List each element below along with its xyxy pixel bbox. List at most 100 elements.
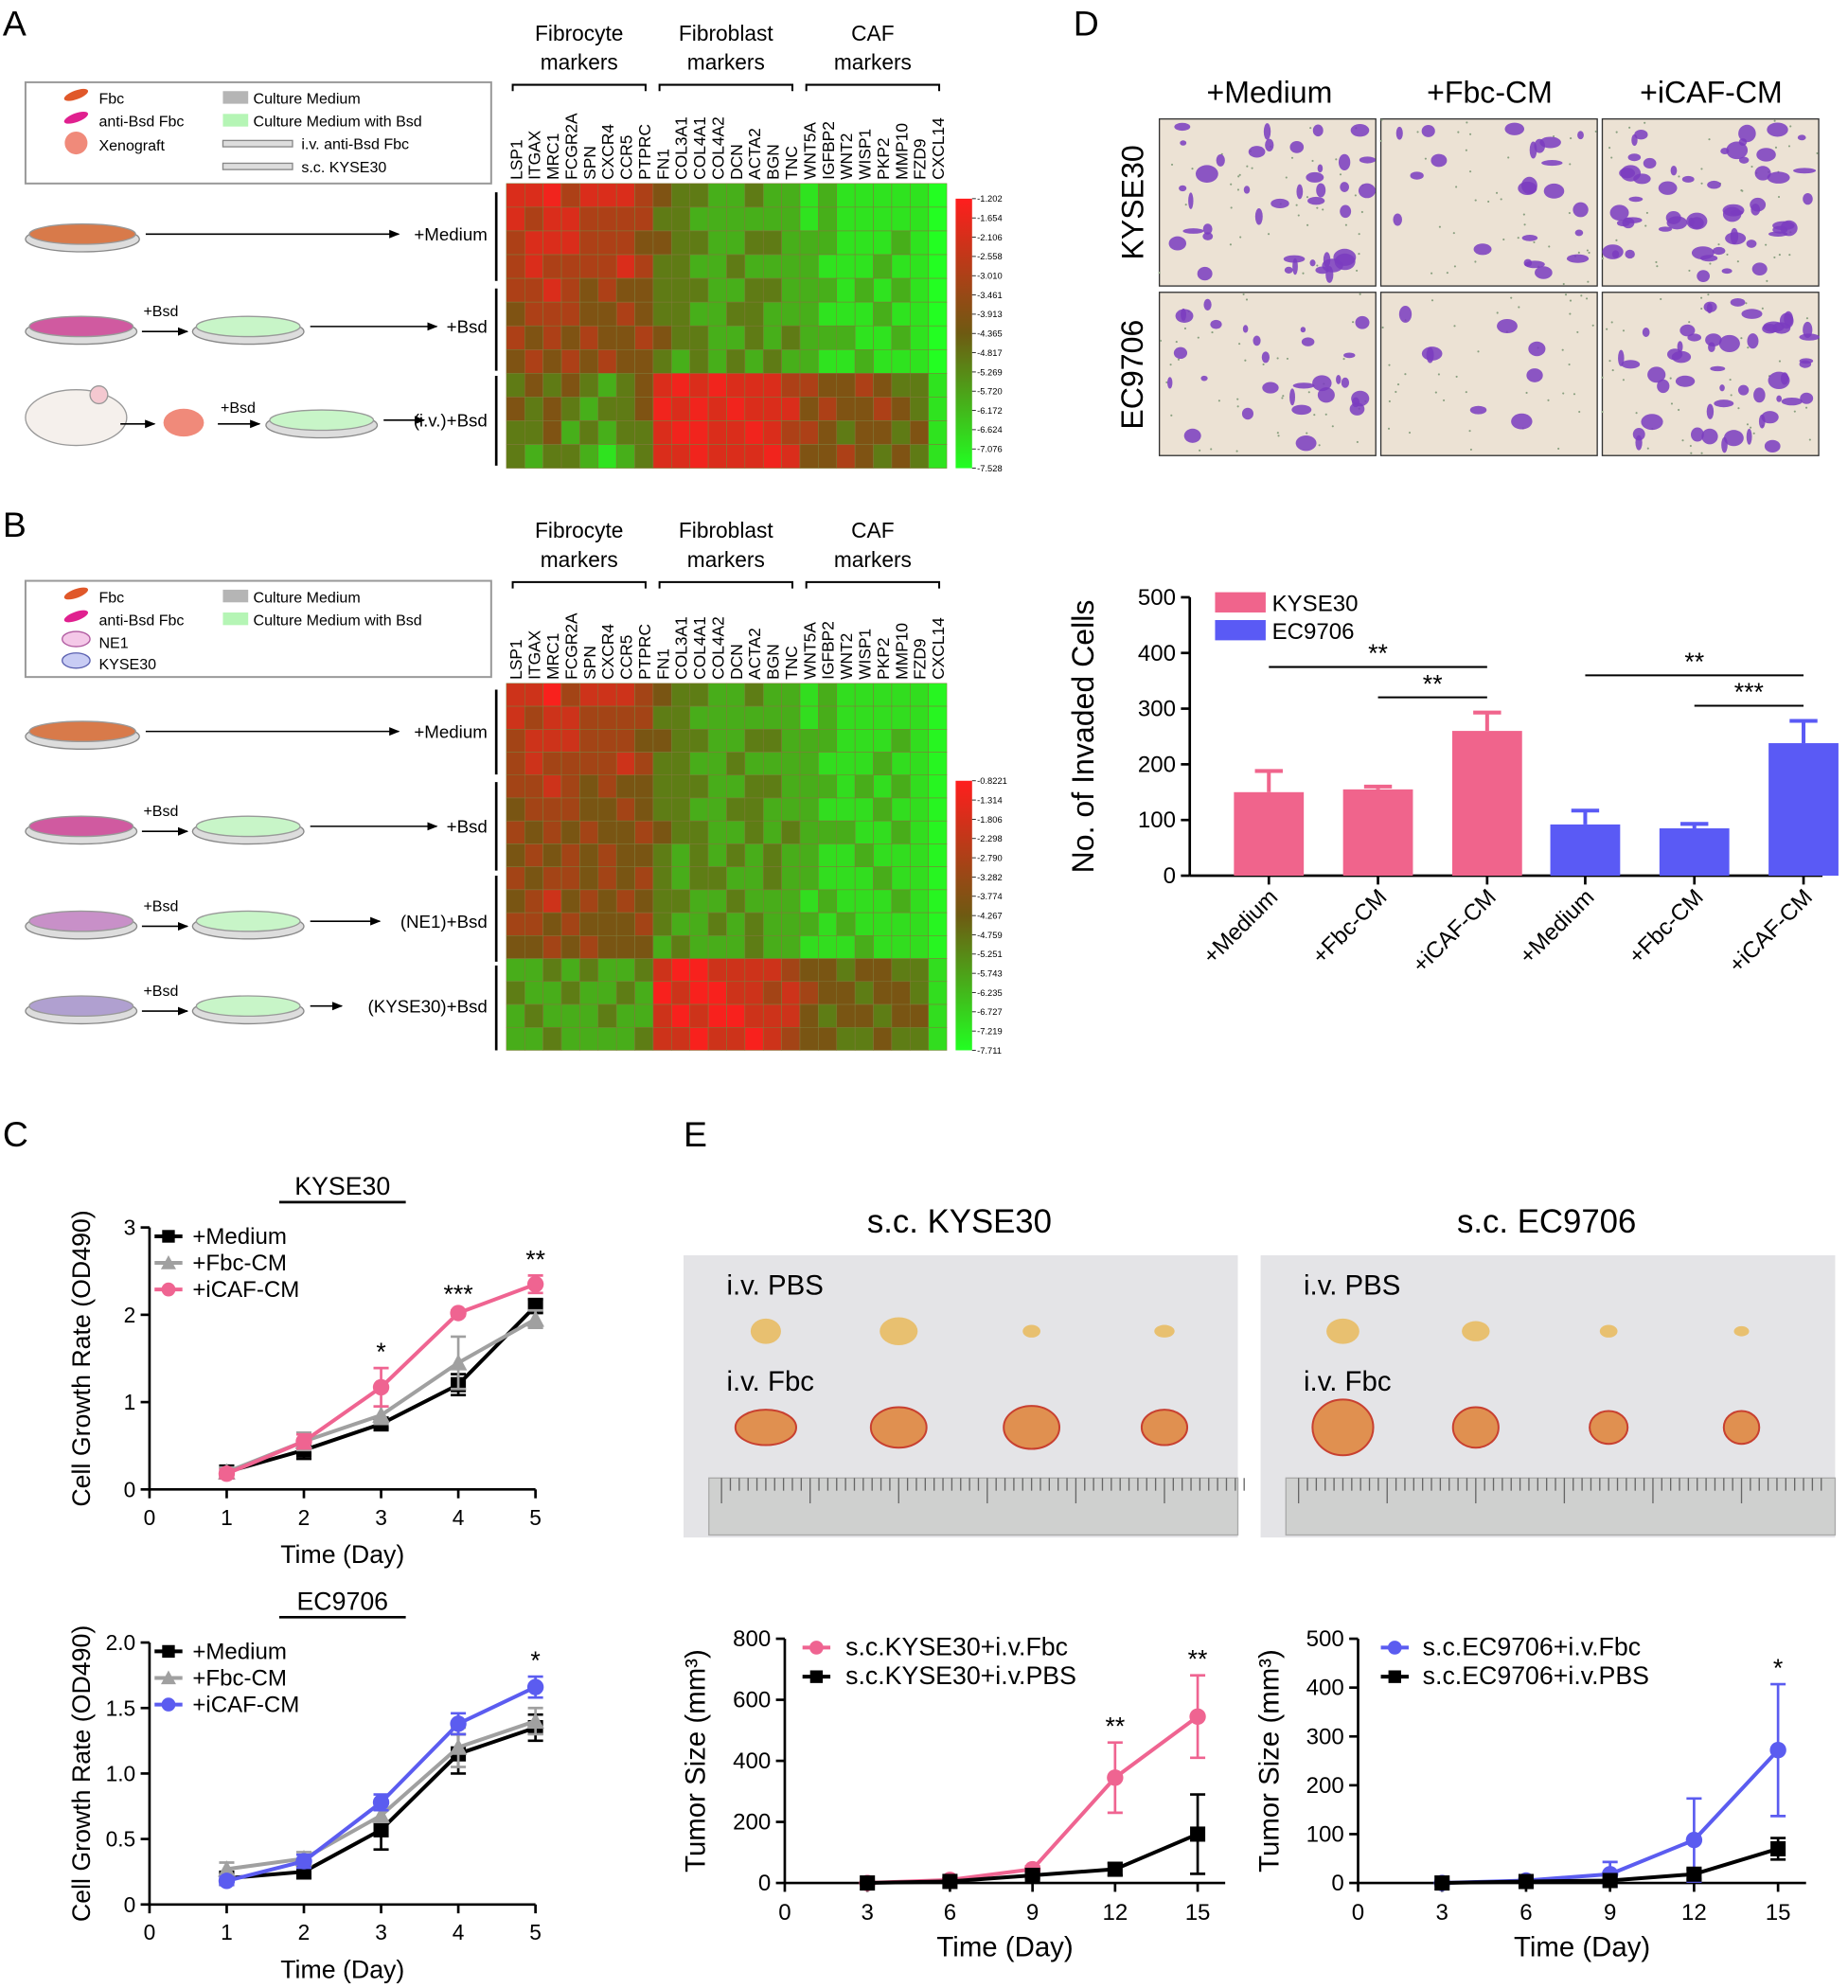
heatmap-cell [579, 866, 599, 891]
heatmap-cell [560, 935, 580, 959]
colorbar-label: -2.106 [977, 233, 1003, 242]
column-label: CCR5 [617, 135, 636, 180]
heatmap-cell [689, 1026, 709, 1051]
heatmap-cell [579, 183, 599, 208]
heatmap-cell [671, 981, 690, 1005]
heatmap-cell [836, 683, 856, 707]
heatmap-cell [799, 420, 819, 445]
cell [1183, 428, 1201, 443]
debris [1752, 432, 1755, 435]
dish-medium [28, 315, 134, 338]
column-label: WNT2 [837, 133, 856, 180]
heatmap-cell [652, 774, 672, 799]
heatmap-cell [597, 230, 617, 256]
x-tick-label: 9 [1604, 1900, 1616, 1926]
x-tick-label: 6 [1519, 1900, 1532, 1926]
heatmap-cell [597, 843, 617, 867]
heatmap-cell [799, 1026, 819, 1051]
cell [1641, 414, 1663, 431]
micrograph [1158, 292, 1377, 456]
legend-text: s.c. KYSE30 [301, 159, 386, 176]
heatmap-cell [781, 683, 801, 707]
heatmap-cell [689, 277, 709, 303]
colorbar-label: -4.759 [977, 931, 1003, 940]
heatmap-cell [542, 935, 562, 959]
colorbar-label: -4.365 [977, 329, 1003, 339]
x-tick-label: 0 [778, 1900, 791, 1926]
heatmap-cell [744, 889, 764, 914]
legend-marker [809, 1670, 824, 1683]
debris [1474, 199, 1477, 202]
debris [1580, 294, 1583, 297]
significance: * [376, 1338, 385, 1366]
column-label: FZD9 [911, 638, 930, 679]
debris [1737, 407, 1740, 410]
debris [1170, 414, 1173, 417]
column-label: FN1 [653, 149, 672, 180]
debris [1235, 450, 1238, 453]
legend-text: anti-Bsd Fbc [98, 612, 184, 629]
cell [1658, 181, 1678, 195]
heatmap-cell [524, 397, 543, 421]
cell [1254, 207, 1263, 225]
heatmap-cell [689, 981, 709, 1005]
tumor [1722, 1410, 1761, 1446]
heatmap-cell [910, 889, 929, 914]
cell [1242, 325, 1249, 333]
heatmap-cell [707, 1026, 727, 1051]
heatmap-cell [634, 1003, 654, 1028]
debris [1601, 376, 1604, 379]
heatmap-cell [726, 797, 746, 822]
heatmap-cell [910, 683, 929, 707]
heatmap-cell [910, 420, 929, 445]
heatmap-cell [836, 325, 856, 350]
cell [1529, 141, 1537, 159]
column-label: LSP1 [506, 139, 525, 179]
debris [1468, 170, 1472, 173]
heatmap-cell [726, 889, 746, 914]
heatmap-cell [524, 373, 543, 398]
heatmap-cell [689, 325, 709, 350]
heatmap-cell [873, 705, 893, 730]
debris [1388, 364, 1391, 366]
y-tick-label: 0 [758, 1871, 771, 1896]
debris [1576, 330, 1579, 333]
heatmap-cell [854, 444, 874, 469]
debris [1729, 379, 1732, 382]
y-axis-label: No. of Invaded Cells [1066, 600, 1100, 874]
debris [1236, 188, 1240, 191]
heatmap-cell [910, 183, 929, 208]
heatmap-cell [891, 958, 911, 983]
heatmap-cell [542, 277, 562, 303]
debris [1404, 373, 1407, 376]
heatmap-cell [854, 912, 874, 936]
debris [1380, 118, 1383, 121]
heatmap-cell [506, 230, 525, 256]
significance: *** [1734, 678, 1764, 706]
debris [1547, 399, 1550, 401]
heatmap-cell [910, 373, 929, 398]
icon [222, 162, 293, 170]
group-label: markers [541, 50, 618, 75]
heatmap-cell [524, 820, 543, 844]
heatmap-cell [634, 683, 654, 707]
icon [222, 114, 249, 127]
heatmap-cell [762, 981, 782, 1005]
chart-title: KYSE30 [294, 1172, 390, 1200]
column-label: CXCL14 [929, 117, 948, 180]
debris [1816, 151, 1819, 154]
marker [372, 1806, 390, 1823]
debris [1700, 296, 1703, 299]
legend-swatch [1215, 592, 1266, 612]
debris [1267, 233, 1270, 236]
colorbar-label: -3.774 [977, 892, 1003, 901]
heatmap-cell [854, 683, 874, 707]
heatmap-cell [854, 866, 874, 891]
heatmap-cell [652, 797, 672, 822]
heatmap-cell [597, 1003, 617, 1028]
cell [1524, 260, 1545, 269]
heatmap-cell [873, 889, 893, 914]
heatmap-cell [707, 277, 727, 303]
heatmap-cell [836, 254, 856, 279]
heatmap-cell [818, 981, 838, 1005]
